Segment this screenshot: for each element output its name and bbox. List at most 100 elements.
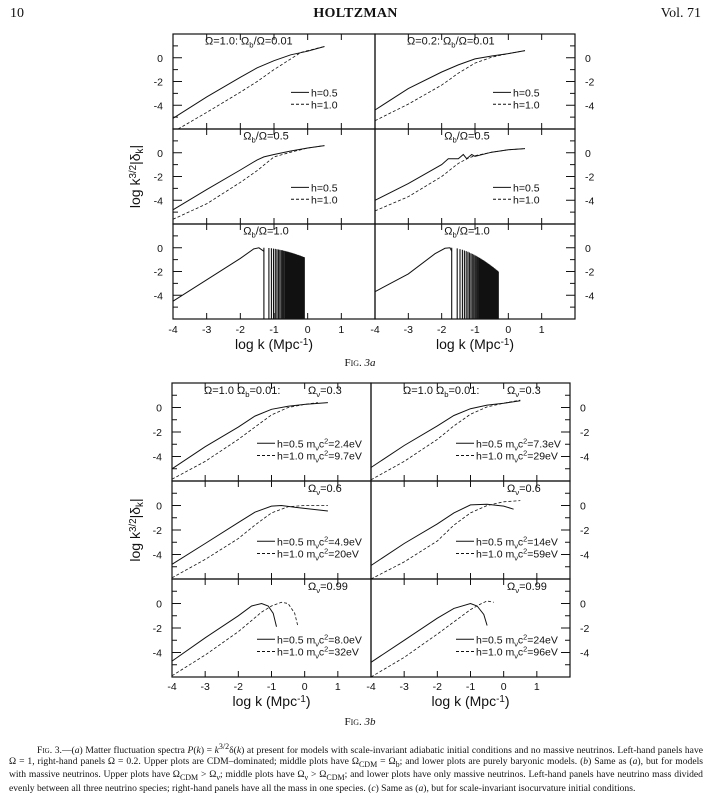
x-axis-label-part: log k (Mpc [233, 693, 298, 709]
legend-label-part: 2 [523, 534, 527, 543]
series-line-h=1.0 [171, 402, 318, 480]
legend-label-part: h=1.0 m [277, 647, 315, 659]
legend-label: h=1.0 mνc2=32eV [277, 645, 359, 661]
legend-label-part: ν [514, 443, 518, 452]
y-axis-label-part: |δ [127, 507, 143, 519]
x-axis-label: log k (Mpc-1) [235, 336, 313, 352]
legend-label-part: =96eV [527, 647, 558, 659]
x-tick-label: 0 [302, 681, 308, 693]
panel-label-omega-nu-part: Ω [507, 483, 515, 495]
x-axis-label-part: log k (Mpc [436, 336, 501, 352]
caption-text: ( [193, 745, 197, 757]
x-tick-label: 0 [305, 324, 311, 336]
series-line-h=1.0 [177, 46, 325, 130]
legend-label: h=0.5 mνc2=8.0eV [277, 632, 362, 648]
legend-label-part: h=0.5 m [277, 634, 315, 646]
panel-label-omega-nu-part: Ω [308, 385, 316, 397]
series-line-h=1.0 [374, 50, 526, 122]
legend-label-part: c [518, 451, 523, 463]
y-axis-label-part: k [135, 502, 146, 507]
panel-label-omega-nu-part: Ω [308, 483, 316, 495]
panel-label-omega-nu: Ων=0.3 [507, 385, 541, 399]
legend-label-part: h=0.5 m [277, 536, 315, 548]
panel-label-part: Ω=1.0 Ω [403, 385, 444, 397]
y-tick-label: 0 [580, 501, 586, 513]
x-axis-label-part: ) [308, 336, 313, 352]
caption-text: ) Same as ( [588, 755, 633, 767]
legend-label-part: =7.3eV [527, 438, 561, 450]
legend-label-part: h=0.5 [513, 182, 540, 194]
y-tick-label: -4 [154, 195, 163, 207]
legend-label-part: 2 [324, 534, 328, 543]
chart-fig3a: log k3/2|δk|0-2-4Ω=1.0: Ωb/Ω=0.01h=0.5h=… [127, 33, 594, 352]
fig-number: 3a [364, 357, 376, 369]
panel-label-part: b [251, 231, 255, 240]
y-tick-label: 0 [585, 243, 591, 255]
panel-label-omega-nu: Ων=0.6 [308, 483, 342, 497]
legend-label-part: h=1.0 m [277, 549, 315, 561]
x-tick-label: 1 [338, 324, 344, 336]
legend-label: h=1.0 [311, 99, 338, 111]
panel-label-omega-nu-part: ν [515, 488, 519, 497]
legend-label-part: h=1.0 m [476, 451, 514, 463]
x-tick-label: -1 [267, 681, 276, 693]
series-line-h=1.0 [370, 600, 494, 678]
legend-label: h=1.0 mνc2=96eV [476, 645, 558, 661]
panel-r0-c0: 0 -2 -4 Ω=1.0: Ωb/Ω=0.01 h=0.5h=1.0 [154, 33, 376, 130]
y-tick-label: 0 [156, 403, 162, 415]
y-tick-label: 0 [585, 53, 591, 65]
legend-label-part: =24eV [527, 634, 558, 646]
panel-label-omega-nu: Ων=0.6 [507, 483, 541, 497]
panel-label-omega-nu-part: ν [316, 488, 320, 497]
legend-label-part: h=0.5 [311, 87, 338, 99]
y-tick-label: -4 [580, 648, 589, 660]
y-tick-label: -2 [154, 77, 163, 89]
legend-label-part: c [319, 451, 324, 463]
series-line-h=1.0 [171, 505, 328, 579]
caption-text: ) = [200, 745, 215, 757]
legend-label-part: ν [514, 541, 518, 550]
legend-label-part: h=0.5 m [476, 536, 514, 548]
y-tick-label: -2 [585, 77, 594, 89]
fig-prefix: Fig. [344, 357, 362, 369]
series-line-h=0.5 [374, 247, 453, 293]
y-tick-label: 0 [157, 243, 163, 255]
panel-label: Ω=1.0 Ωb=0.01: [403, 385, 479, 399]
volume-label: Vol. 71 [660, 6, 701, 21]
caption-text: k [196, 745, 201, 757]
legend-label-part: ν [514, 652, 518, 661]
legend-label-part: ν [315, 554, 319, 563]
legend-label-part: =2.4eV [328, 438, 362, 450]
panel-label-omega-nu-part: Ω [507, 385, 515, 397]
legend-label-part: h=1.0 m [476, 549, 514, 561]
x-tick-label: -4 [167, 681, 176, 693]
caption-text: > Ω [198, 769, 217, 781]
figure-caption: Fig. 3.—(a) Matter fluctuation spectra P… [9, 742, 703, 794]
caption-text: k [236, 745, 242, 757]
panel-label-part: Ω=1.0 Ω [204, 385, 245, 397]
oscillation-lines [263, 247, 305, 319]
y-axis-label-part: log k [127, 178, 143, 209]
panel-r1-c1: 0 -2 -4 Ωb/Ω=0.5 h=0.5h=1.0 [374, 128, 594, 225]
panel-frame [172, 33, 376, 130]
y-tick-label: -4 [153, 452, 162, 464]
panel-label-part: Ω [243, 131, 251, 143]
legend-label-part: 2 [523, 449, 527, 458]
x-tick-label: 1 [539, 324, 545, 336]
panel-label-part: /Ω=0.01 [456, 36, 495, 48]
panel-label-part: Ω=0.2: Ω [407, 36, 451, 48]
legend-label-part: h=1.0 [513, 99, 540, 111]
panel-label-part: b [444, 390, 448, 399]
figure-3b-label: Fig. 3b [0, 716, 711, 728]
y-tick-label: -2 [153, 525, 162, 537]
legend-label-part: c [319, 634, 324, 646]
panel-label: Ωb/Ω=1.0 [243, 226, 289, 240]
y-axis-label-part: | [127, 145, 143, 149]
legend-label-part: =8.0eV [328, 634, 362, 646]
panel-frame [370, 480, 571, 580]
caption-text: ) at present for models with scale-invar… [9, 745, 704, 767]
